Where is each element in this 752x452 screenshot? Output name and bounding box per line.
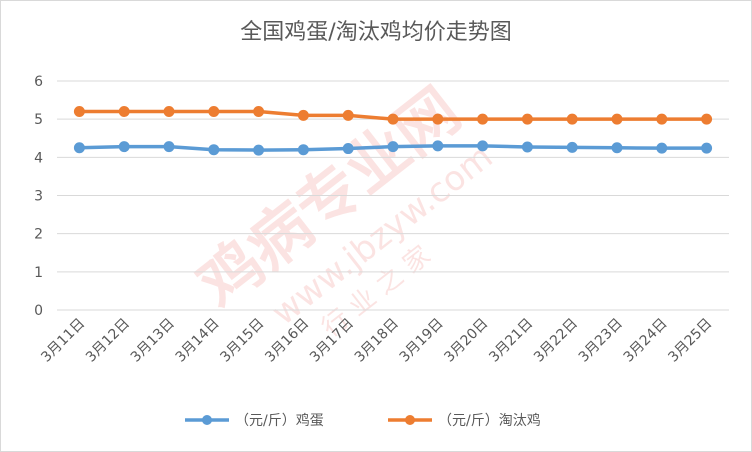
y-tick-label: 4 <box>34 150 43 166</box>
y-tick-label: 5 <box>34 112 43 128</box>
series-2 <box>73 106 713 125</box>
data-point <box>701 142 713 154</box>
data-point <box>656 113 668 125</box>
legend-marker <box>202 415 212 425</box>
series-1 <box>73 140 713 156</box>
data-point <box>253 144 265 156</box>
data-point <box>387 113 399 125</box>
series-lines <box>73 106 713 156</box>
data-point <box>566 113 578 125</box>
data-point <box>521 113 533 125</box>
data-point <box>521 141 533 153</box>
data-point <box>118 106 130 118</box>
x-tick-label: 3月25日 <box>665 316 715 366</box>
data-point <box>701 113 713 125</box>
data-point <box>566 141 578 153</box>
x-tick-label: 3月14日 <box>173 316 223 366</box>
x-tick-label: 3月20日 <box>441 316 491 366</box>
x-tick-label: 3月11日 <box>38 316 88 366</box>
data-point <box>611 113 623 125</box>
data-point <box>163 141 175 153</box>
data-point <box>477 140 489 152</box>
legend-label: （元/斤）鸡蛋 <box>235 412 324 429</box>
x-tick-label: 3月23日 <box>576 316 626 366</box>
y-tick-label: 3 <box>34 189 43 205</box>
x-tick-label: 3月16日 <box>262 316 312 366</box>
data-point <box>342 109 354 121</box>
legend-item-2: （元/斤）淘汰鸡 <box>388 412 541 429</box>
legend: （元/斤）鸡蛋 （元/斤）淘汰鸡 <box>185 412 541 429</box>
data-point <box>253 106 265 118</box>
x-tick-label: 3月19日 <box>397 316 447 366</box>
x-tick-label: 3月18日 <box>352 316 402 366</box>
y-tick-label: 0 <box>34 303 43 319</box>
data-point <box>342 143 354 155</box>
data-point <box>208 106 220 118</box>
y-tick-label: 1 <box>34 265 43 281</box>
data-point <box>297 109 309 121</box>
x-tick-label: 3月24日 <box>621 316 671 366</box>
legend-item-1: （元/斤）鸡蛋 <box>185 412 324 429</box>
x-tick-label: 3月22日 <box>531 316 581 366</box>
data-point <box>432 113 444 125</box>
data-point <box>208 144 220 156</box>
x-axis-ticks: 3月11日3月12日3月13日3月14日3月15日3月16日3月17日3月18日… <box>38 316 715 366</box>
x-tick-label: 3月13日 <box>128 316 178 366</box>
x-tick-label: 3月15日 <box>217 316 267 366</box>
data-point <box>656 142 668 154</box>
x-tick-label: 3月21日 <box>486 316 536 366</box>
data-point <box>297 144 309 156</box>
y-tick-label: 6 <box>34 74 43 90</box>
chart-title: 全国鸡蛋/淘汰鸡均价走势图 <box>240 20 512 45</box>
data-point <box>432 140 444 152</box>
data-point <box>477 113 489 125</box>
legend-label: （元/斤）淘汰鸡 <box>438 412 541 429</box>
data-point <box>387 141 399 153</box>
data-point <box>73 142 85 154</box>
x-tick-label: 3月12日 <box>83 316 133 366</box>
legend-marker <box>405 415 415 425</box>
y-axis-ticks: 0 1 2 3 4 5 6 <box>34 74 43 319</box>
y-tick-label: 2 <box>34 227 43 243</box>
data-point <box>611 142 623 154</box>
data-point <box>73 106 85 118</box>
data-point <box>163 106 175 118</box>
data-point <box>118 141 130 153</box>
x-tick-label: 3月17日 <box>307 316 357 366</box>
